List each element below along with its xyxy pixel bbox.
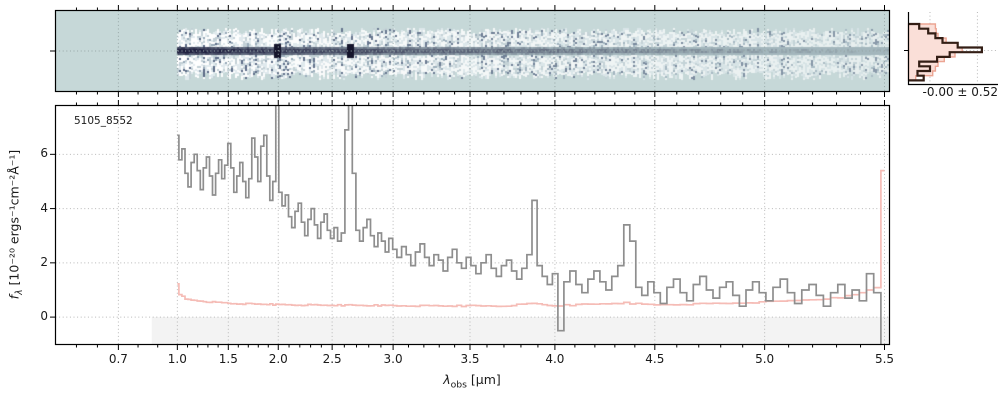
y-axis-subscript: λ [14,289,25,295]
x-tick-label: 5.5 [874,352,895,366]
x-axis-label: λobs [μm] [372,373,572,391]
y-tick-label: 2 [40,254,48,269]
x-tick-label: 1.5 [218,352,238,366]
x-tick-label: 1.0 [167,352,187,366]
x-axis-subscript: obs [450,379,467,391]
y-tick-label: 0 [40,309,48,324]
x-tick-label: 2.5 [322,352,342,366]
x-tick-label: 4.5 [645,352,665,366]
source-id-label: 5105_8552 [74,115,133,127]
x-tick-label: 4.0 [545,352,565,366]
x-tick-label: 2.0 [268,352,288,366]
x-tick-label: 0.7 [108,352,128,366]
x-axis-units: [μm] [466,372,501,387]
histogram-stats-label: -0.00 ± 0.52 [922,85,998,99]
y-tick-label: 6 [40,146,48,161]
x-tick-label: 5.0 [755,352,775,366]
2d-spectrogram-image [56,11,889,91]
x-axis-symbol: λ [443,372,451,387]
y-axis-symbol: f [6,294,22,300]
x-tick-label: 3.0 [383,352,403,366]
x-tick-label: 3.5 [460,352,480,366]
y-tick-label: 4 [40,200,48,215]
